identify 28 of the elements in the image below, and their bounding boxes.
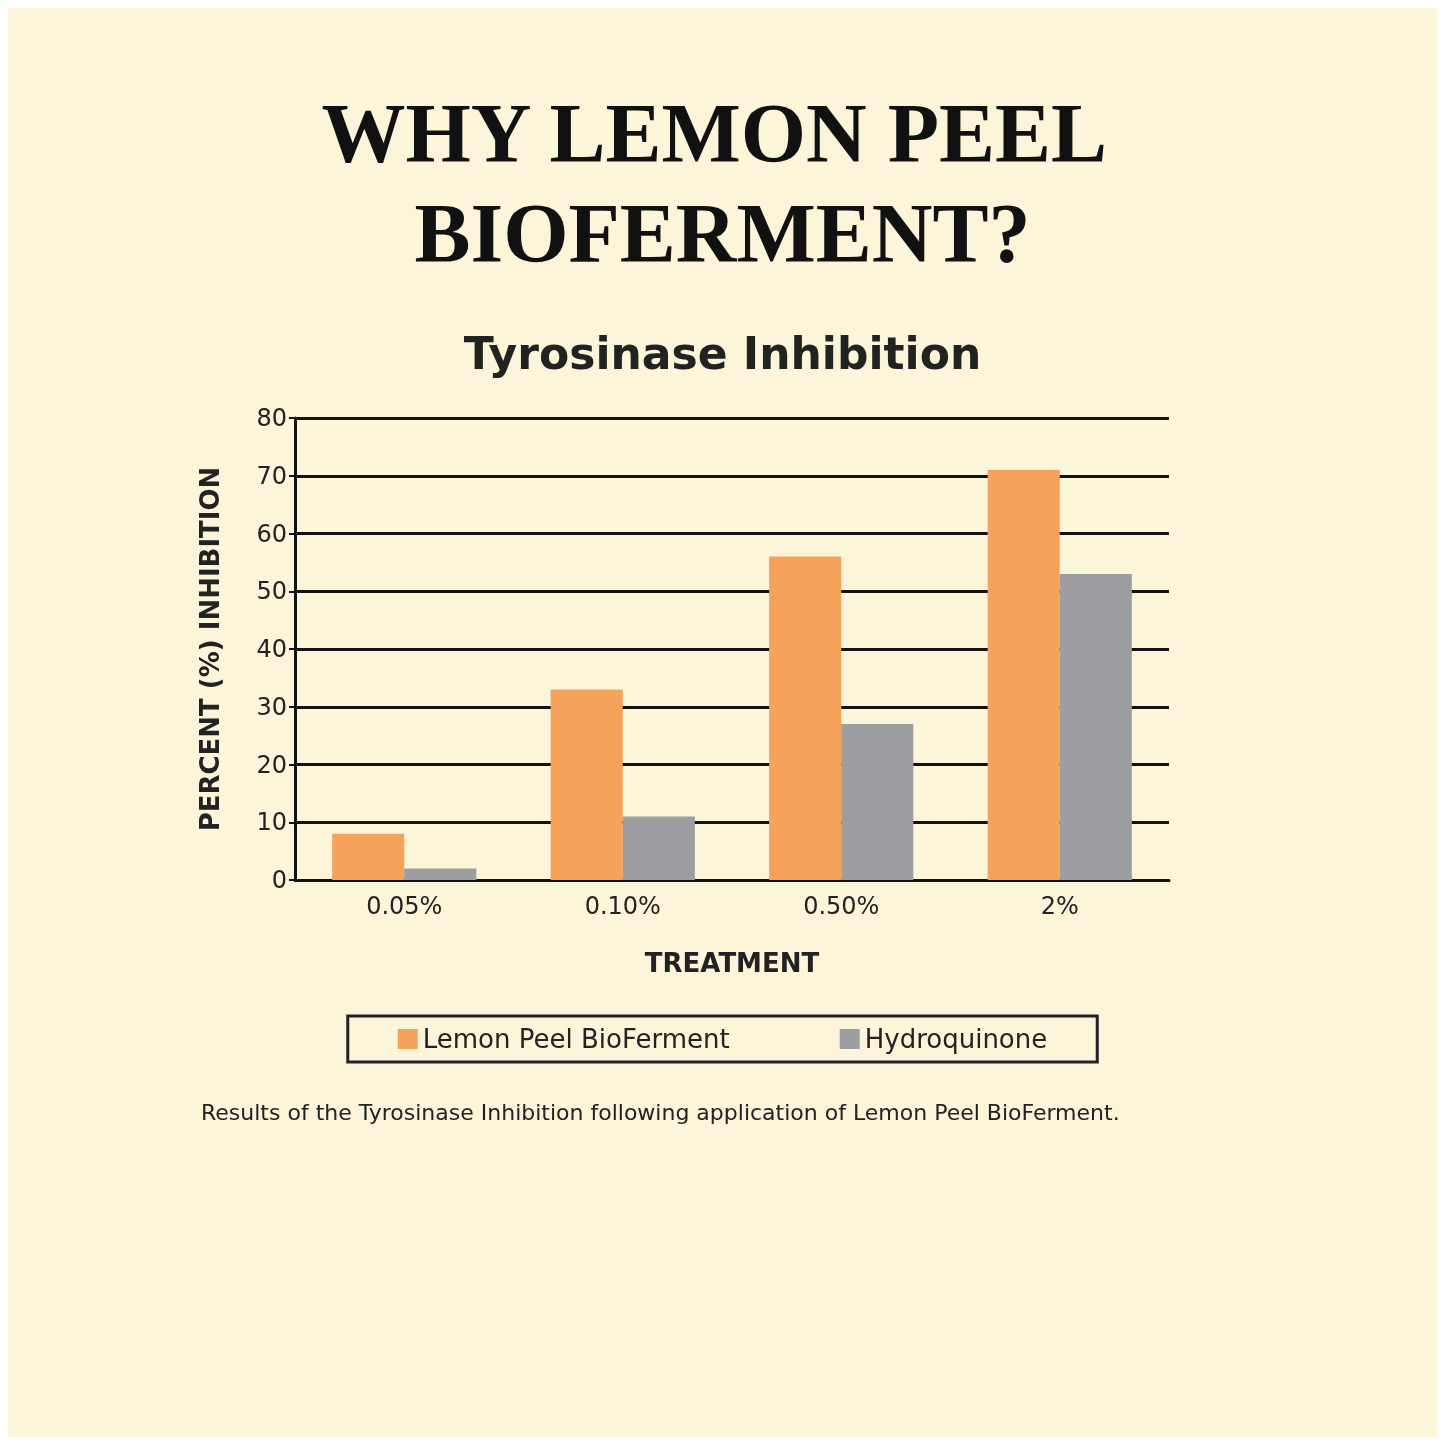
y-tick-label: 60 <box>256 519 287 548</box>
bar <box>769 556 842 880</box>
bar <box>332 833 405 880</box>
y-tick-label: 70 <box>256 461 287 490</box>
x-tick-label: 0.10% <box>584 892 661 920</box>
text: Results of the Tyrosinase Inhibition following application of Lemon Peel BioFerment. <box>201 1099 1120 1125</box>
bar <box>404 868 477 880</box>
x-tick-label: 2% <box>1040 892 1079 920</box>
bar <box>841 724 914 880</box>
legend-label: Lemon Peel BioFerment <box>422 1024 730 1054</box>
x-tick-label: 0.05% <box>366 892 443 920</box>
bar <box>550 689 623 880</box>
bar <box>622 816 695 880</box>
bar <box>1059 573 1132 880</box>
x-tick-label: 0.50% <box>803 892 880 920</box>
y-tick-label: 40 <box>256 635 287 663</box>
y-tick-label: 30 <box>256 692 287 721</box>
legend-label: Hydroquinone <box>864 1024 1048 1054</box>
chart-title: WHY LEMON PEEL BIOFERMENT? <box>321 86 1124 280</box>
y-tick-label: 10 <box>256 808 287 837</box>
bar <box>987 469 1060 880</box>
chart-subtitle: Tyrosinase Inhibition <box>463 327 982 379</box>
x-axis-title: TREATMENT <box>644 948 820 978</box>
y-tick-label: 20 <box>256 750 287 779</box>
y-tick-label: 0 <box>271 866 287 894</box>
y-tick-label: 80 <box>256 404 287 432</box>
y-tick-label: 50 <box>256 577 287 606</box>
y-axis-title: PERCENT (%) INHIBITION <box>195 466 225 832</box>
